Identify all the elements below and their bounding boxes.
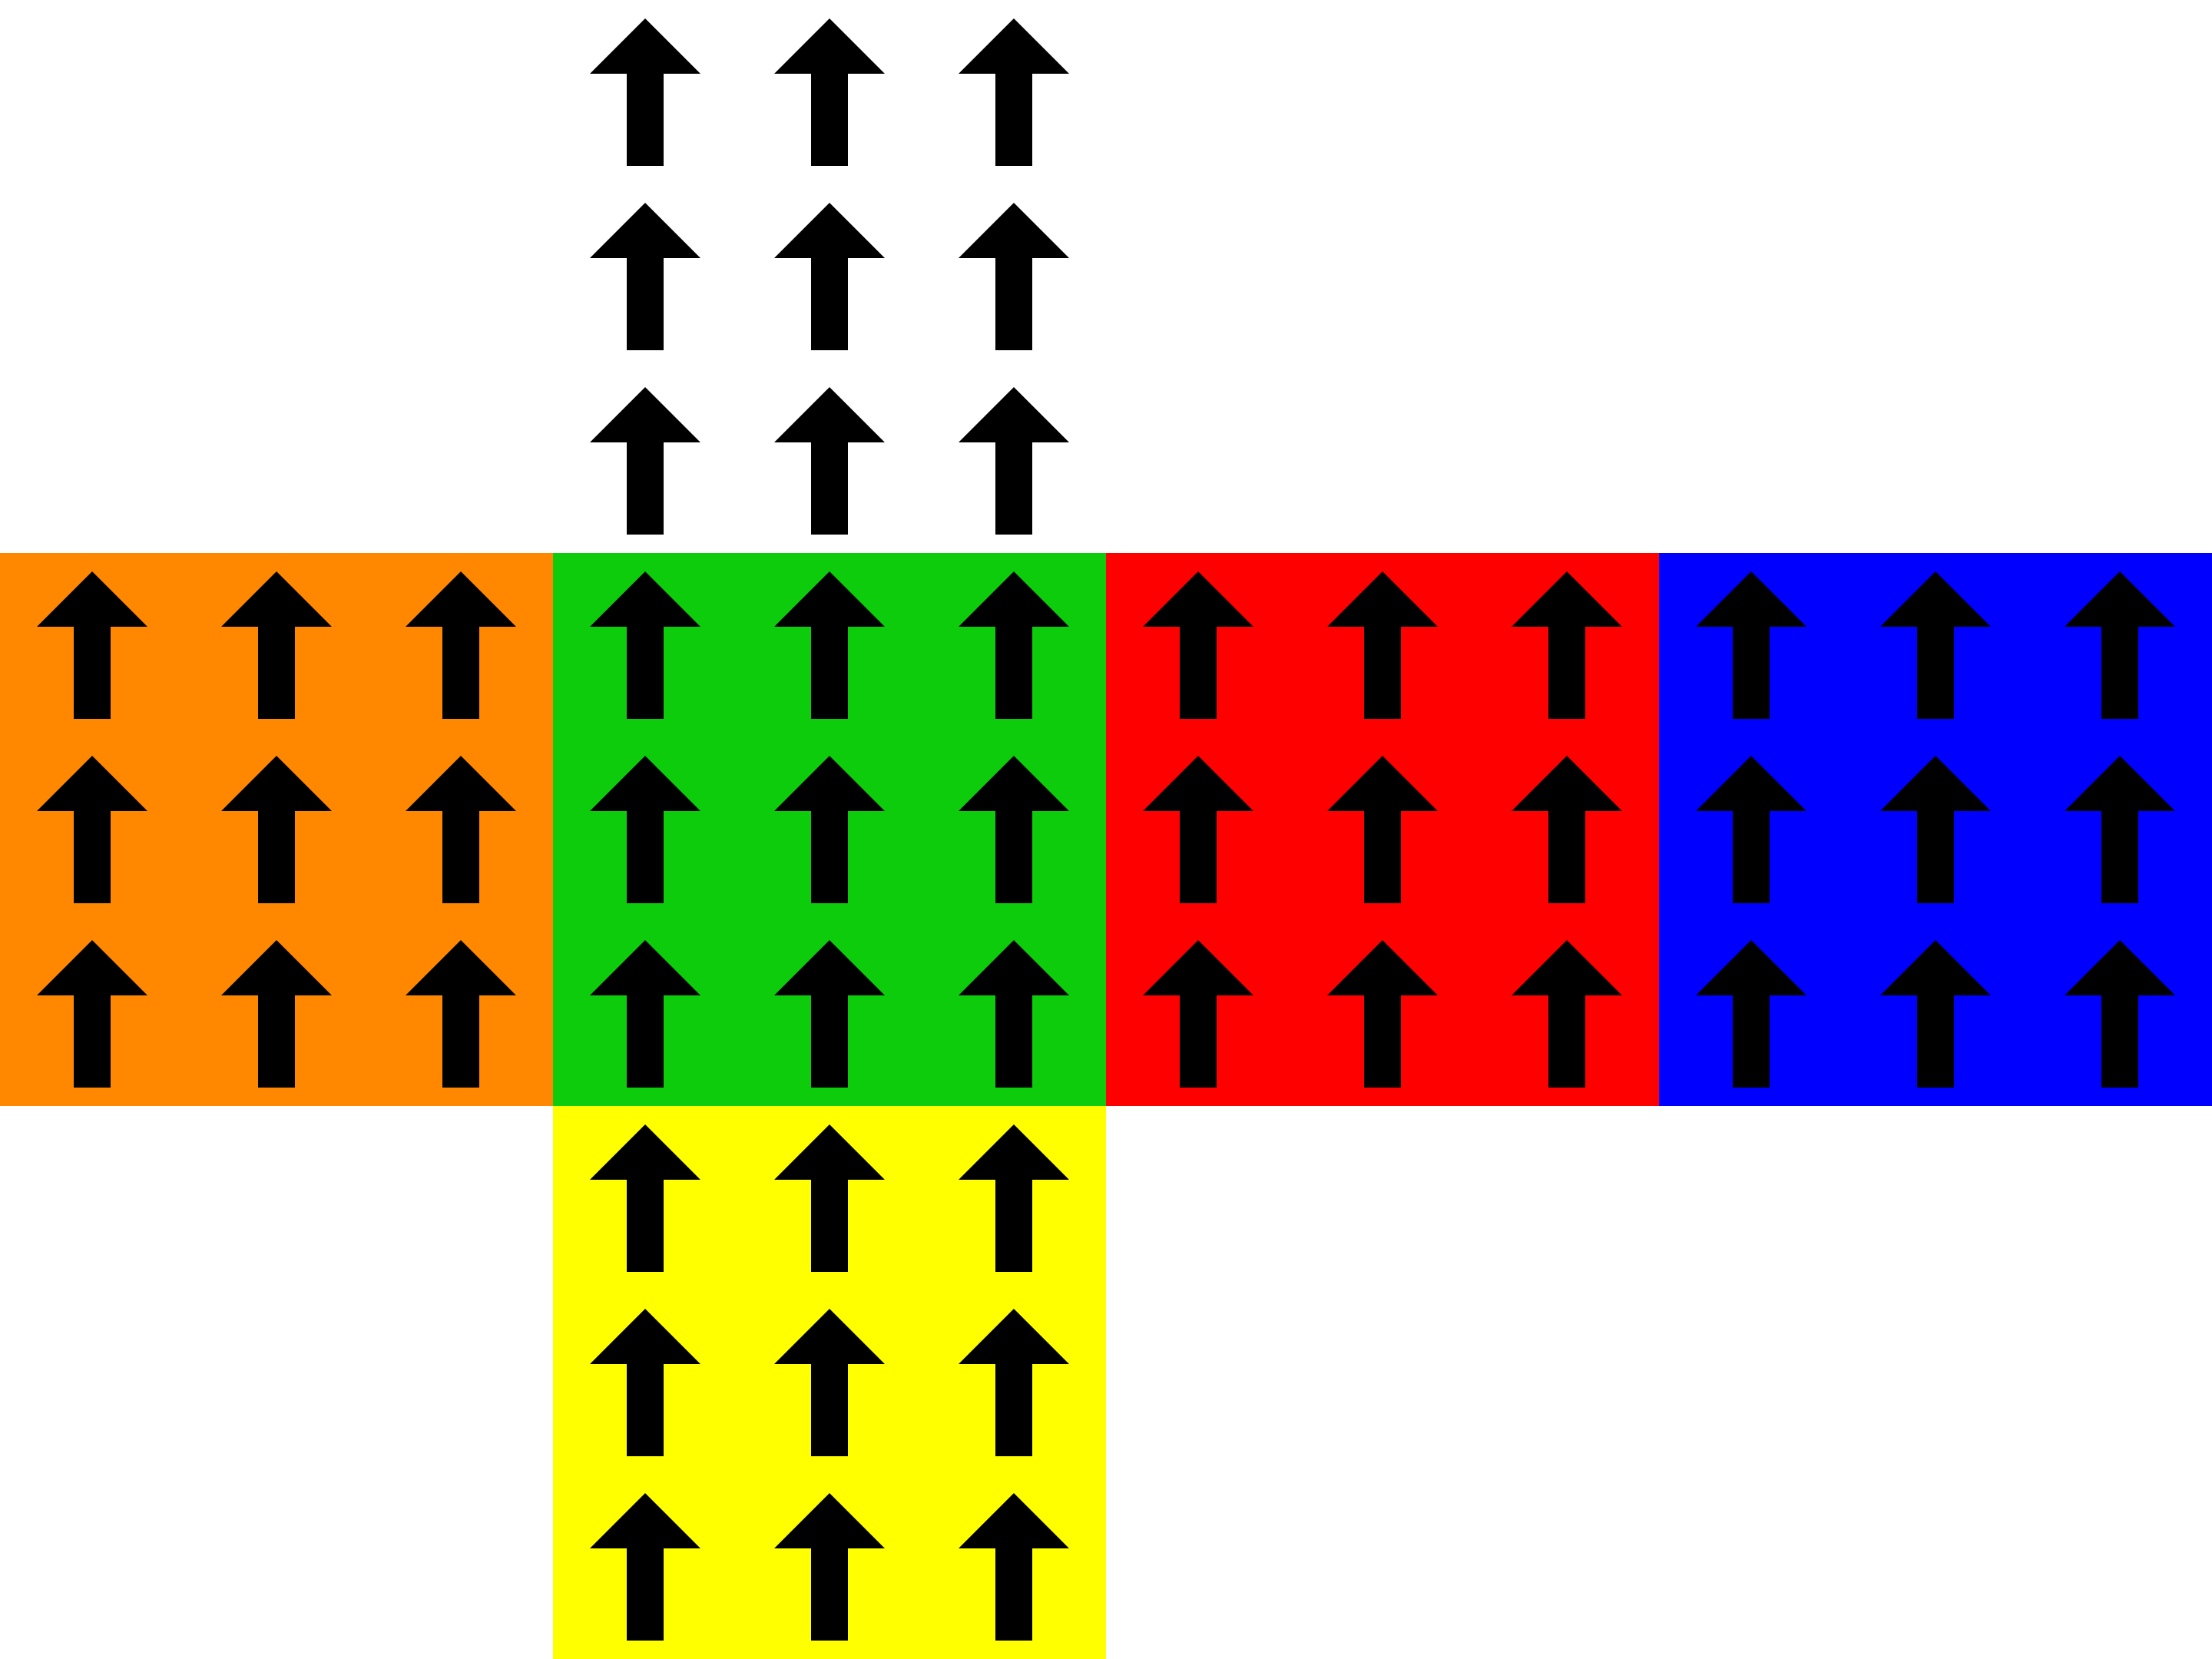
- arrow-up-icon: [774, 18, 885, 166]
- arrow-up-icon: [590, 756, 700, 903]
- arrow-up-icon: [959, 940, 1069, 1088]
- arrow-up-icon: [2065, 940, 2175, 1088]
- arrow-up-icon: [774, 1124, 885, 1272]
- arrow-up-icon: [1880, 571, 1991, 719]
- arrow-up-icon: [37, 571, 147, 719]
- arrow-up-icon: [774, 571, 885, 719]
- arrow-up-icon: [590, 203, 700, 350]
- arrow-up-icon: [221, 756, 332, 903]
- arrow-up-icon: [590, 1493, 700, 1641]
- arrow-up-icon: [1143, 940, 1253, 1088]
- arrow-up-icon: [774, 387, 885, 535]
- arrow-up-icon: [590, 387, 700, 535]
- face-back: [1659, 553, 2212, 1106]
- arrow-up-icon: [406, 571, 516, 719]
- arrow-up-icon: [2065, 571, 2175, 719]
- arrow-up-icon: [1512, 756, 1622, 903]
- arrow-up-icon: [1696, 940, 1806, 1088]
- arrow-up-icon: [590, 571, 700, 719]
- arrow-up-icon: [1143, 571, 1253, 719]
- arrow-up-icon: [1143, 756, 1253, 903]
- arrow-up-icon: [959, 1124, 1069, 1272]
- arrow-up-icon: [1880, 940, 1991, 1088]
- face-front: [553, 553, 1106, 1106]
- arrow-up-icon: [959, 1493, 1069, 1641]
- arrow-up-icon: [1512, 940, 1622, 1088]
- arrow-up-icon: [1512, 571, 1622, 719]
- arrow-up-icon: [774, 203, 885, 350]
- arrow-up-icon: [1327, 756, 1438, 903]
- arrow-up-icon: [959, 571, 1069, 719]
- arrow-up-icon: [774, 1309, 885, 1456]
- arrow-up-icon: [221, 571, 332, 719]
- face-top: [553, 0, 1106, 553]
- arrow-up-icon: [959, 756, 1069, 903]
- arrow-up-icon: [774, 940, 885, 1088]
- arrow-up-icon: [406, 940, 516, 1088]
- arrow-up-icon: [774, 1493, 885, 1641]
- arrow-up-icon: [1696, 571, 1806, 719]
- arrow-up-icon: [2065, 756, 2175, 903]
- arrow-up-icon: [959, 203, 1069, 350]
- face-right: [1106, 553, 1659, 1106]
- face-bottom: [553, 1106, 1106, 1659]
- arrow-up-icon: [406, 756, 516, 903]
- arrow-up-icon: [959, 18, 1069, 166]
- arrow-up-icon: [1880, 756, 1991, 903]
- arrow-up-icon: [37, 756, 147, 903]
- arrow-up-icon: [590, 1124, 700, 1272]
- arrow-up-icon: [590, 940, 700, 1088]
- arrow-up-icon: [1327, 571, 1438, 719]
- arrow-up-icon: [774, 756, 885, 903]
- arrow-up-icon: [37, 940, 147, 1088]
- arrow-up-icon: [221, 940, 332, 1088]
- arrow-up-icon: [590, 1309, 700, 1456]
- face-left: [0, 553, 553, 1106]
- arrow-up-icon: [1696, 756, 1806, 903]
- arrow-up-icon: [1327, 940, 1438, 1088]
- arrow-up-icon: [590, 18, 700, 166]
- arrow-up-icon: [959, 1309, 1069, 1456]
- arrow-up-icon: [959, 387, 1069, 535]
